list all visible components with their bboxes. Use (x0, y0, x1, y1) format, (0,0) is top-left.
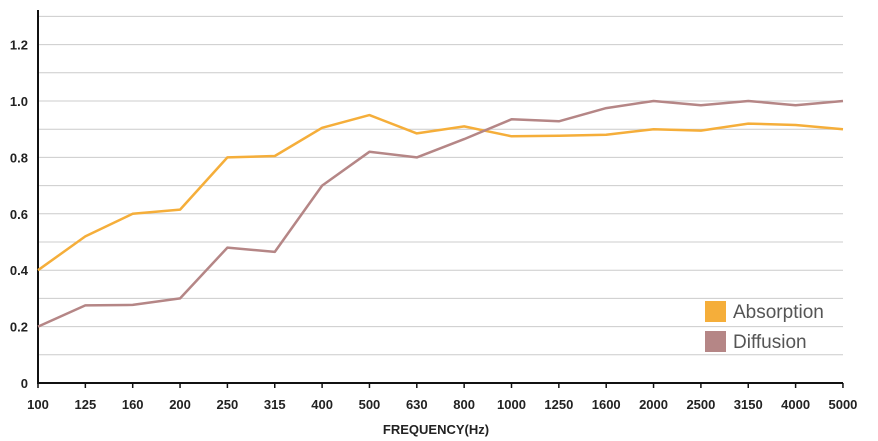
y-tick-label: 1.0 (10, 94, 28, 109)
x-tick-label: 5000 (828, 397, 857, 412)
x-tick-label: 250 (217, 397, 239, 412)
y-tick-label: 0.8 (10, 150, 28, 165)
x-tick-label: 800 (453, 397, 475, 412)
y-tick-label: 1.2 (10, 38, 28, 53)
legend-swatch-absorption (705, 301, 726, 322)
legend-swatch-diffusion (705, 331, 726, 352)
legend-label-diffusion: Diffusion (733, 332, 807, 353)
series-line-absorption (37, 113, 844, 272)
x-tick-label: 160 (122, 397, 144, 412)
x-tick-label: 200 (169, 397, 191, 412)
x-tick-label: 400 (311, 397, 333, 412)
x-tick-label: 1000 (497, 397, 526, 412)
x-tick-label: 630 (406, 397, 428, 412)
y-tick-label: 0.2 (10, 320, 28, 335)
axes (37, 10, 844, 388)
y-tick-labels: 0 0.2 0.4 0.6 0.8 1.0 1.2 (10, 38, 29, 391)
x-tick-label: 2500 (686, 397, 715, 412)
series-lines (37, 99, 844, 328)
series-line-diffusion (37, 99, 844, 328)
legend-label-absorption: Absorption (733, 302, 824, 323)
x-tick-label: 2000 (639, 397, 668, 412)
x-tick-label: 500 (359, 397, 381, 412)
x-tick-label: 1250 (544, 397, 573, 412)
x-tick-label: 4000 (781, 397, 810, 412)
x-tick-label: 125 (74, 397, 96, 412)
x-tick-label: 3150 (734, 397, 763, 412)
x-tick-label: 315 (264, 397, 286, 412)
x-axis-title: FREQUENCY(Hz) (383, 422, 489, 437)
x-tick-label: 100 (27, 397, 49, 412)
y-tick-label: 0.4 (10, 263, 29, 278)
y-tick-label: 0 (21, 376, 28, 391)
x-tick-labels: 100 125 160 200 250 315 400 500 630 800 1000 1250 16… (27, 397, 857, 412)
y-tick-label: 0.6 (10, 207, 28, 222)
x-tick-label: 1600 (592, 397, 621, 412)
legend: Absorption Diffusion (705, 301, 824, 353)
